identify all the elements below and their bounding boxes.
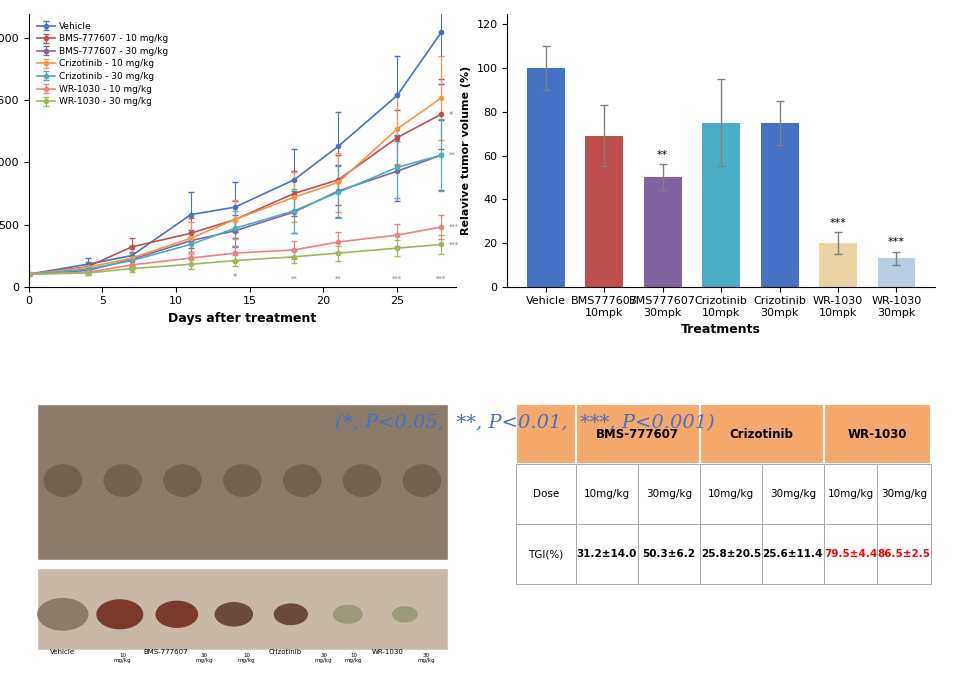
FancyBboxPatch shape xyxy=(761,464,822,524)
FancyBboxPatch shape xyxy=(516,404,576,464)
Text: 10
mg/kg: 10 mg/kg xyxy=(344,653,362,663)
Text: 25.8±20.5: 25.8±20.5 xyxy=(700,549,760,559)
Text: *: * xyxy=(448,111,453,120)
Y-axis label: Relavive tumor volume (%): Relavive tumor volume (%) xyxy=(460,66,471,235)
FancyBboxPatch shape xyxy=(822,464,877,524)
Circle shape xyxy=(274,603,308,626)
Bar xyxy=(643,177,681,286)
Text: TGI(%): TGI(%) xyxy=(528,549,563,559)
Circle shape xyxy=(37,598,89,631)
Text: 10
mg/kg: 10 mg/kg xyxy=(237,653,255,663)
FancyBboxPatch shape xyxy=(576,404,700,464)
Text: 31.2±14.0: 31.2±14.0 xyxy=(576,549,637,559)
Text: Vehicle: Vehicle xyxy=(51,649,75,655)
Text: Crizotinib: Crizotinib xyxy=(269,649,301,655)
Text: *: * xyxy=(233,274,237,282)
Legend: Vehicle, BMS-777607 - 10 mg/kg, BMS-777607 - 30 mg/kg, Crizotinib - 10 mg/kg, Cr: Vehicle, BMS-777607 - 10 mg/kg, BMS-7776… xyxy=(33,18,172,110)
FancyBboxPatch shape xyxy=(37,568,447,650)
FancyBboxPatch shape xyxy=(576,464,638,524)
X-axis label: Days after treatment: Days after treatment xyxy=(168,312,316,325)
Text: 10mg/kg: 10mg/kg xyxy=(707,489,753,499)
FancyBboxPatch shape xyxy=(700,404,822,464)
Text: 10mg/kg: 10mg/kg xyxy=(826,489,873,499)
Text: WR-1030: WR-1030 xyxy=(372,649,403,655)
Text: 30mg/kg: 30mg/kg xyxy=(645,489,691,499)
Bar xyxy=(585,136,622,286)
Ellipse shape xyxy=(223,464,261,497)
FancyBboxPatch shape xyxy=(761,524,822,584)
FancyBboxPatch shape xyxy=(700,464,761,524)
Circle shape xyxy=(214,602,253,627)
Bar xyxy=(819,243,856,286)
Text: 30
mg/kg: 30 mg/kg xyxy=(314,653,332,663)
Text: ***: *** xyxy=(436,276,446,282)
FancyBboxPatch shape xyxy=(822,404,930,464)
Text: 30mg/kg: 30mg/kg xyxy=(880,489,926,499)
FancyBboxPatch shape xyxy=(877,524,930,584)
Text: BMS-777607: BMS-777607 xyxy=(596,428,679,441)
Text: ***: *** xyxy=(829,217,845,227)
Ellipse shape xyxy=(342,464,381,497)
X-axis label: Treatments: Treatments xyxy=(680,324,760,336)
Text: 10
mg/kg: 10 mg/kg xyxy=(113,653,132,663)
Bar xyxy=(760,123,798,286)
FancyBboxPatch shape xyxy=(700,524,761,584)
Text: 79.5±4.4: 79.5±4.4 xyxy=(823,549,876,559)
Text: 30
mg/kg: 30 mg/kg xyxy=(417,653,435,663)
FancyBboxPatch shape xyxy=(576,524,638,584)
Text: 86.5±2.5: 86.5±2.5 xyxy=(877,549,929,559)
Text: 10mg/kg: 10mg/kg xyxy=(583,489,629,499)
Text: (*, P<0.05,  **, P<0.01,  ***, P<0.001): (*, P<0.05, **, P<0.01, ***, P<0.001) xyxy=(335,414,714,432)
Text: Dose: Dose xyxy=(532,489,558,499)
Ellipse shape xyxy=(402,464,440,497)
Bar xyxy=(526,68,564,286)
Text: Crizotinib: Crizotinib xyxy=(729,428,793,441)
FancyBboxPatch shape xyxy=(638,524,700,584)
Circle shape xyxy=(333,605,362,624)
Circle shape xyxy=(392,606,417,622)
Text: WR-1030: WR-1030 xyxy=(846,428,906,441)
FancyBboxPatch shape xyxy=(516,464,576,524)
Ellipse shape xyxy=(283,464,321,497)
Ellipse shape xyxy=(103,464,142,497)
Text: ***: *** xyxy=(448,224,458,230)
Text: 30
mg/kg: 30 mg/kg xyxy=(194,653,213,663)
Circle shape xyxy=(96,599,143,630)
Text: ***: *** xyxy=(448,242,458,247)
FancyBboxPatch shape xyxy=(37,404,447,560)
FancyBboxPatch shape xyxy=(877,464,930,524)
Bar xyxy=(877,258,915,286)
FancyBboxPatch shape xyxy=(638,464,700,524)
Text: ***: *** xyxy=(392,276,402,282)
Text: 50.3±6.2: 50.3±6.2 xyxy=(641,549,695,559)
Ellipse shape xyxy=(44,464,82,497)
Text: **: ** xyxy=(448,152,455,158)
Ellipse shape xyxy=(163,464,201,497)
Text: BMS-777607: BMS-777607 xyxy=(143,649,188,655)
Circle shape xyxy=(155,600,198,628)
FancyBboxPatch shape xyxy=(516,524,576,584)
Text: ***: *** xyxy=(887,238,904,247)
Text: 25.6±11.4: 25.6±11.4 xyxy=(761,549,822,559)
Bar xyxy=(701,123,740,286)
Text: 30mg/kg: 30mg/kg xyxy=(769,489,815,499)
Text: **: ** xyxy=(657,150,668,160)
Text: **: ** xyxy=(291,276,297,282)
FancyBboxPatch shape xyxy=(822,524,877,584)
Text: **: ** xyxy=(335,276,341,282)
